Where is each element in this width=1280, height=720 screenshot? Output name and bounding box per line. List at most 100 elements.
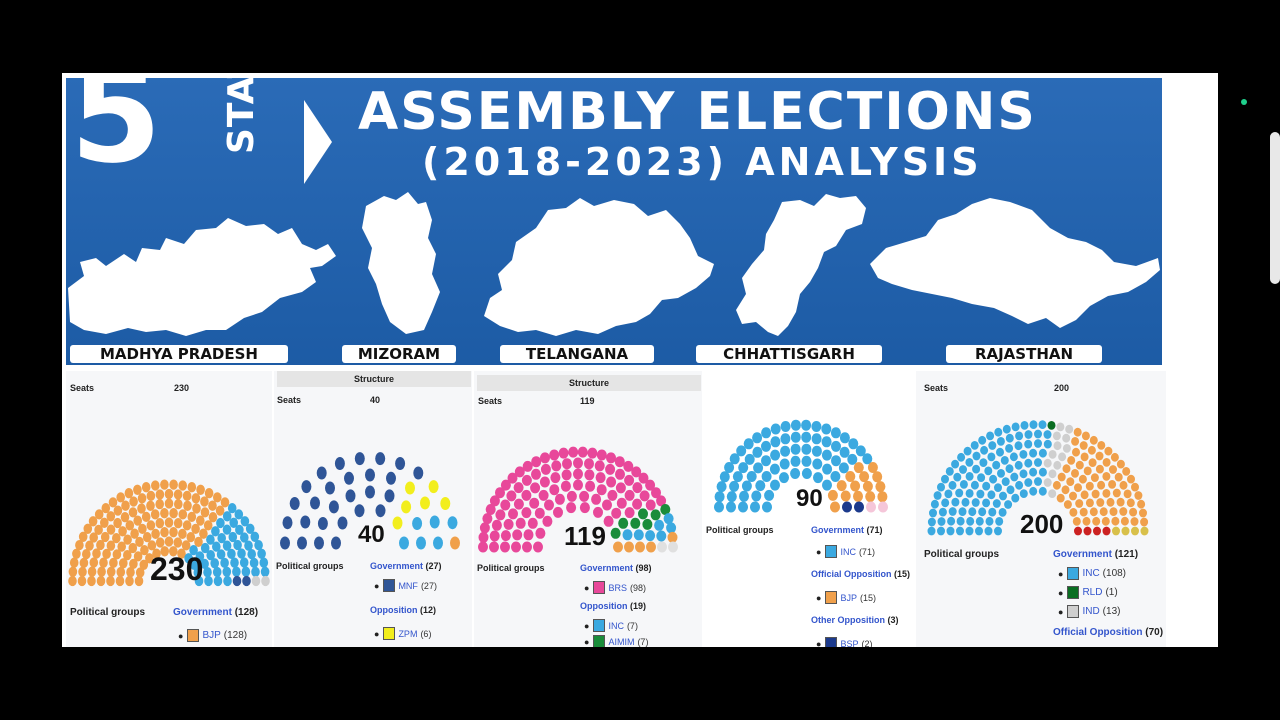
seat-dot: [212, 541, 221, 552]
seat-dot: [78, 531, 88, 542]
legend-item-aimim[interactable]: ● AIMIM (7): [584, 635, 649, 647]
seat-dot: [241, 566, 251, 577]
seat-dot: [228, 531, 238, 543]
seat-dot: [191, 493, 201, 504]
seat-dot: [200, 558, 209, 570]
seat-dot: [992, 499, 1001, 508]
seat-dot: [622, 529, 633, 541]
seat-dot: [955, 488, 964, 498]
seat-dot: [125, 520, 135, 531]
seat-dot: [192, 503, 201, 514]
seat-dot: [577, 446, 588, 458]
seat-dot: [801, 419, 812, 431]
seat-dot: [232, 566, 241, 577]
seat-dot: [838, 462, 849, 474]
legend-item-ind[interactable]: ● IND (13): [1058, 605, 1121, 618]
total-seats-number: 119: [564, 521, 606, 551]
group-government[interactable]: Government (71): [811, 525, 883, 535]
group-name: Other Opposition: [811, 615, 885, 625]
seats-label: Seats: [277, 395, 302, 405]
parliament-chart-mp: [68, 479, 270, 587]
seat-dot: [642, 518, 653, 530]
legend-item-rld[interactable]: ● RLD (1): [1058, 586, 1118, 599]
seat-dot: [1112, 488, 1121, 498]
seat-dot: [1063, 500, 1072, 509]
seat-dot: [618, 517, 629, 529]
seat-dot: [513, 498, 524, 510]
seat-dot: [220, 557, 229, 569]
seat-dot: [1099, 507, 1108, 517]
seat-dot: [615, 482, 626, 494]
seat-dot: [344, 471, 354, 485]
seat-dot: [645, 499, 656, 511]
seat-dot: [1062, 433, 1071, 443]
state-label-mizoram: MIZORAM: [342, 345, 456, 363]
seat-dot: [395, 457, 406, 470]
legend-item-zpm[interactable]: ● ZPM (6): [374, 627, 432, 640]
seat-dot: [1121, 526, 1130, 536]
seat-dot: [821, 449, 832, 461]
seat-dot: [280, 536, 290, 550]
seat-dot: [1066, 477, 1075, 486]
legend-item-bsp[interactable]: ● BSP (2): [816, 637, 872, 647]
seat-dot: [521, 474, 532, 486]
group-opposition[interactable]: Opposition (19): [580, 601, 646, 611]
seat-dot: [1116, 497, 1125, 507]
group-official-opposition[interactable]: Official Opposition (70): [1053, 627, 1163, 638]
political-groups-label: Political groups: [706, 525, 774, 535]
group-count: (121): [1114, 549, 1139, 560]
party-count: (7): [626, 620, 638, 631]
seat-dot: [229, 517, 238, 528]
seat-dot: [146, 500, 155, 511]
group-government[interactable]: Government (121): [1053, 549, 1138, 560]
group-other-opposition[interactable]: Other Opposition (3): [811, 615, 899, 625]
seat-dot: [75, 539, 84, 551]
seat-dot: [614, 456, 625, 468]
seat-dot: [1043, 439, 1052, 449]
madhya-pradesh-map: [68, 218, 336, 336]
seat-dot: [978, 507, 987, 517]
seat-dot: [1058, 452, 1067, 462]
legend-item-inc[interactable]: ● INC (71): [816, 545, 875, 558]
seat-dot: [88, 516, 98, 527]
seat-dot: [645, 530, 656, 542]
seat-dot: [500, 499, 511, 511]
seat-dot: [514, 466, 525, 478]
legend-item-bjp[interactable]: ● BJP (15): [816, 591, 876, 604]
seat-dot: [549, 484, 560, 496]
seat-dot: [405, 481, 415, 495]
seat-dot: [217, 532, 226, 544]
seat-dot: [247, 548, 256, 560]
legend-item-inc[interactable]: ● INC (7): [584, 619, 638, 632]
party-count: (15): [859, 592, 876, 603]
seats-label: Seats: [924, 383, 949, 393]
seat-dot: [994, 526, 1002, 536]
seat-dot: [855, 445, 866, 457]
seat-dot: [831, 440, 841, 452]
seat-dot: [102, 548, 111, 560]
seat-dot: [929, 508, 937, 518]
scrollbar[interactable]: [1270, 132, 1280, 284]
group-name: Government: [1053, 549, 1112, 560]
status-dot: [1241, 99, 1247, 105]
seat-dot: [203, 520, 213, 531]
seats-value: 230: [174, 383, 190, 393]
group-government[interactable]: Government (27): [370, 561, 442, 571]
group-government[interactable]: Government (128): [173, 607, 258, 618]
group-name: Government: [580, 563, 634, 573]
seat-dot: [169, 546, 178, 557]
legend-item-brs[interactable]: ● BRS (98): [584, 581, 646, 594]
seat-dot: [1109, 507, 1118, 516]
group-government[interactable]: Government (98): [580, 563, 652, 573]
group-opposition[interactable]: Opposition (12): [370, 605, 436, 615]
panel-rajasthan: Seats 200 200 Political groups Governmen…: [916, 371, 1166, 647]
seat-dot: [1111, 516, 1120, 526]
seat-dot: [169, 508, 178, 519]
seat-dot: [573, 468, 583, 480]
group-official-opposition[interactable]: Official Opposition (15): [811, 569, 910, 579]
legend-item-inc[interactable]: ● INC (108): [1058, 567, 1127, 580]
seat-dot: [761, 471, 772, 482]
seat-dot: [1104, 446, 1113, 456]
legend-item-bjp[interactable]: ● BJP (128): [178, 629, 248, 642]
legend-item-mnf[interactable]: ● MNF (27): [374, 579, 437, 592]
